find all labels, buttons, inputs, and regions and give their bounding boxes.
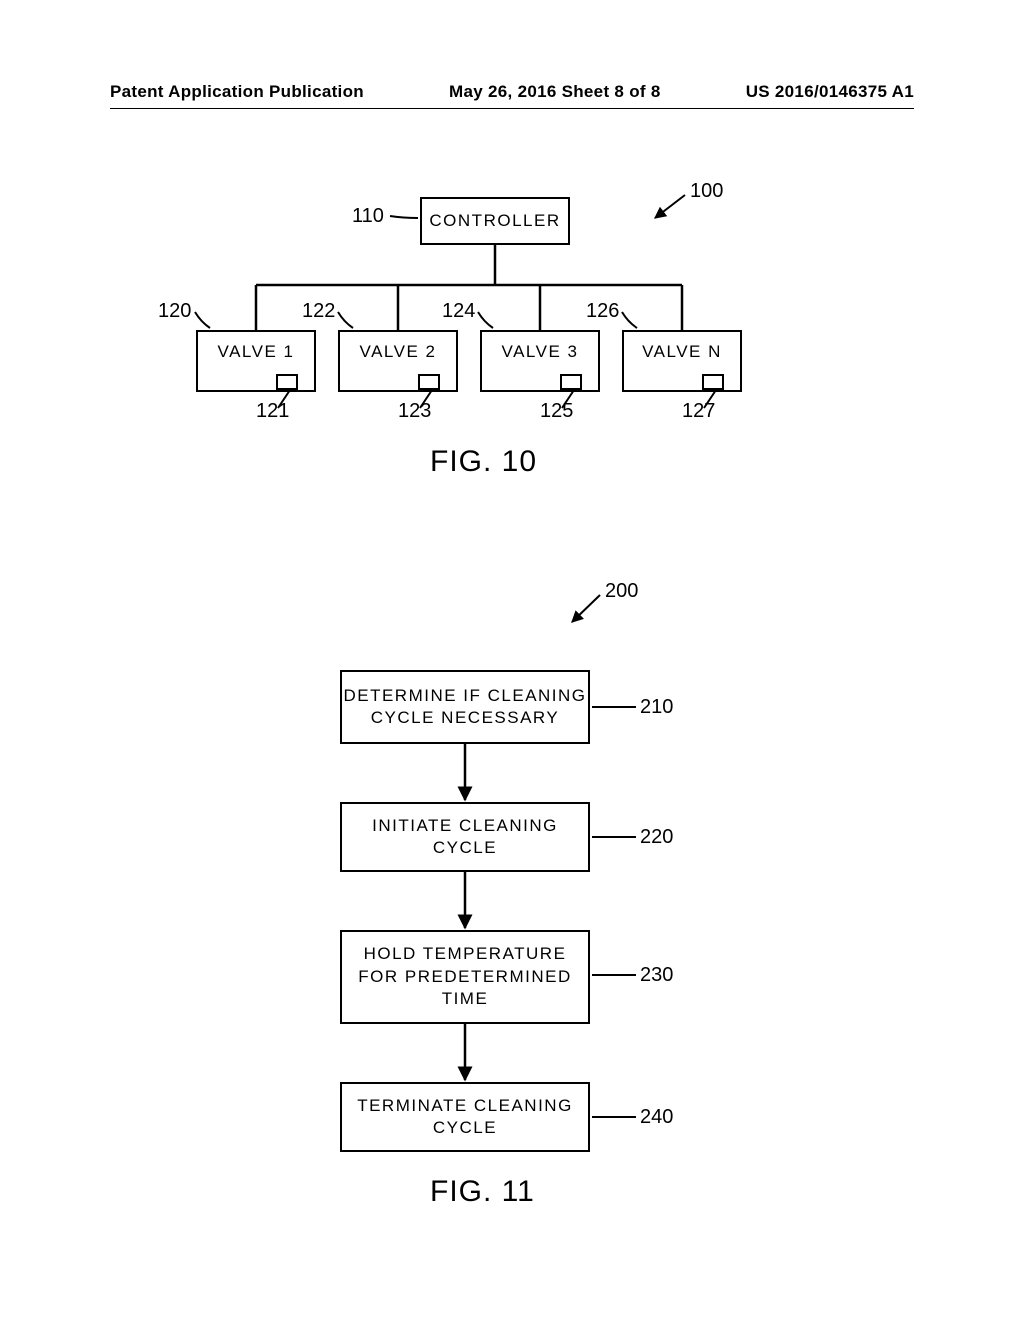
ref-number: 210 (640, 696, 673, 719)
ref-number: 200 (605, 580, 638, 603)
valve-sensor-icon (276, 374, 298, 390)
header-left: Patent Application Publication (110, 82, 364, 102)
valve-box: VALVE 3 (480, 330, 600, 392)
flow-step-line: TIME (442, 988, 489, 1011)
flow-step-line: CYCLE (433, 837, 497, 859)
figure-label: FIG. 10 (430, 445, 537, 479)
valve-label: VALVE N (642, 342, 722, 362)
valve-sensor-icon (702, 374, 724, 390)
header-right: US 2016/0146375 A1 (746, 82, 914, 102)
flow-step-line: TERMINATE CLEANING (357, 1095, 573, 1117)
ref-number: 123 (398, 400, 431, 423)
controller-box: CONTROLLER (420, 197, 570, 245)
ref-number: 230 (640, 964, 673, 987)
valve-sensor-icon (418, 374, 440, 390)
header-rule (110, 108, 914, 109)
ref-number: 240 (640, 1106, 673, 1129)
flow-step-line: INITIATE CLEANING (372, 815, 558, 837)
ref-number: 121 (256, 400, 289, 423)
flow-step-box: TERMINATE CLEANING CYCLE (340, 1082, 590, 1152)
valve-sensor-icon (560, 374, 582, 390)
valve-box: VALVE N (622, 330, 742, 392)
page-header: Patent Application Publication May 26, 2… (110, 82, 914, 102)
flow-step-box: DETERMINE IF CLEANING CYCLE NECESSARY (340, 670, 590, 744)
ref-number: 127 (682, 400, 715, 423)
flow-step-line: DETERMINE IF CLEANING (343, 685, 586, 707)
flow-step-box: HOLD TEMPERATURE FOR PREDETERMINED TIME (340, 930, 590, 1024)
valve-box: VALVE 1 (196, 330, 316, 392)
valve-label: VALVE 3 (502, 342, 579, 362)
valve-box: VALVE 2 (338, 330, 458, 392)
flow-step-line: HOLD TEMPERATURE (364, 943, 567, 966)
flow-step-line: CYCLE NECESSARY (371, 707, 559, 729)
figure-label: FIG. 11 (430, 1175, 535, 1209)
ref-number: 100 (690, 180, 723, 203)
flow-step-box: INITIATE CLEANING CYCLE (340, 802, 590, 872)
ref-number: 124 (442, 300, 475, 323)
header-center: May 26, 2016 Sheet 8 of 8 (449, 82, 661, 102)
patent-page: Patent Application Publication May 26, 2… (0, 0, 1024, 1320)
ref-number: 220 (640, 826, 673, 849)
flow-step-line: FOR PREDETERMINED (358, 966, 571, 989)
ref-number: 126 (586, 300, 619, 323)
controller-label: CONTROLLER (429, 211, 560, 231)
flow-step-line: CYCLE (433, 1117, 497, 1139)
ref-number: 122 (302, 300, 335, 323)
ref-number: 110 (352, 205, 384, 228)
ref-number: 120 (158, 300, 191, 323)
ref-number: 125 (540, 400, 573, 423)
valve-label: VALVE 1 (218, 342, 295, 362)
valve-label: VALVE 2 (360, 342, 437, 362)
